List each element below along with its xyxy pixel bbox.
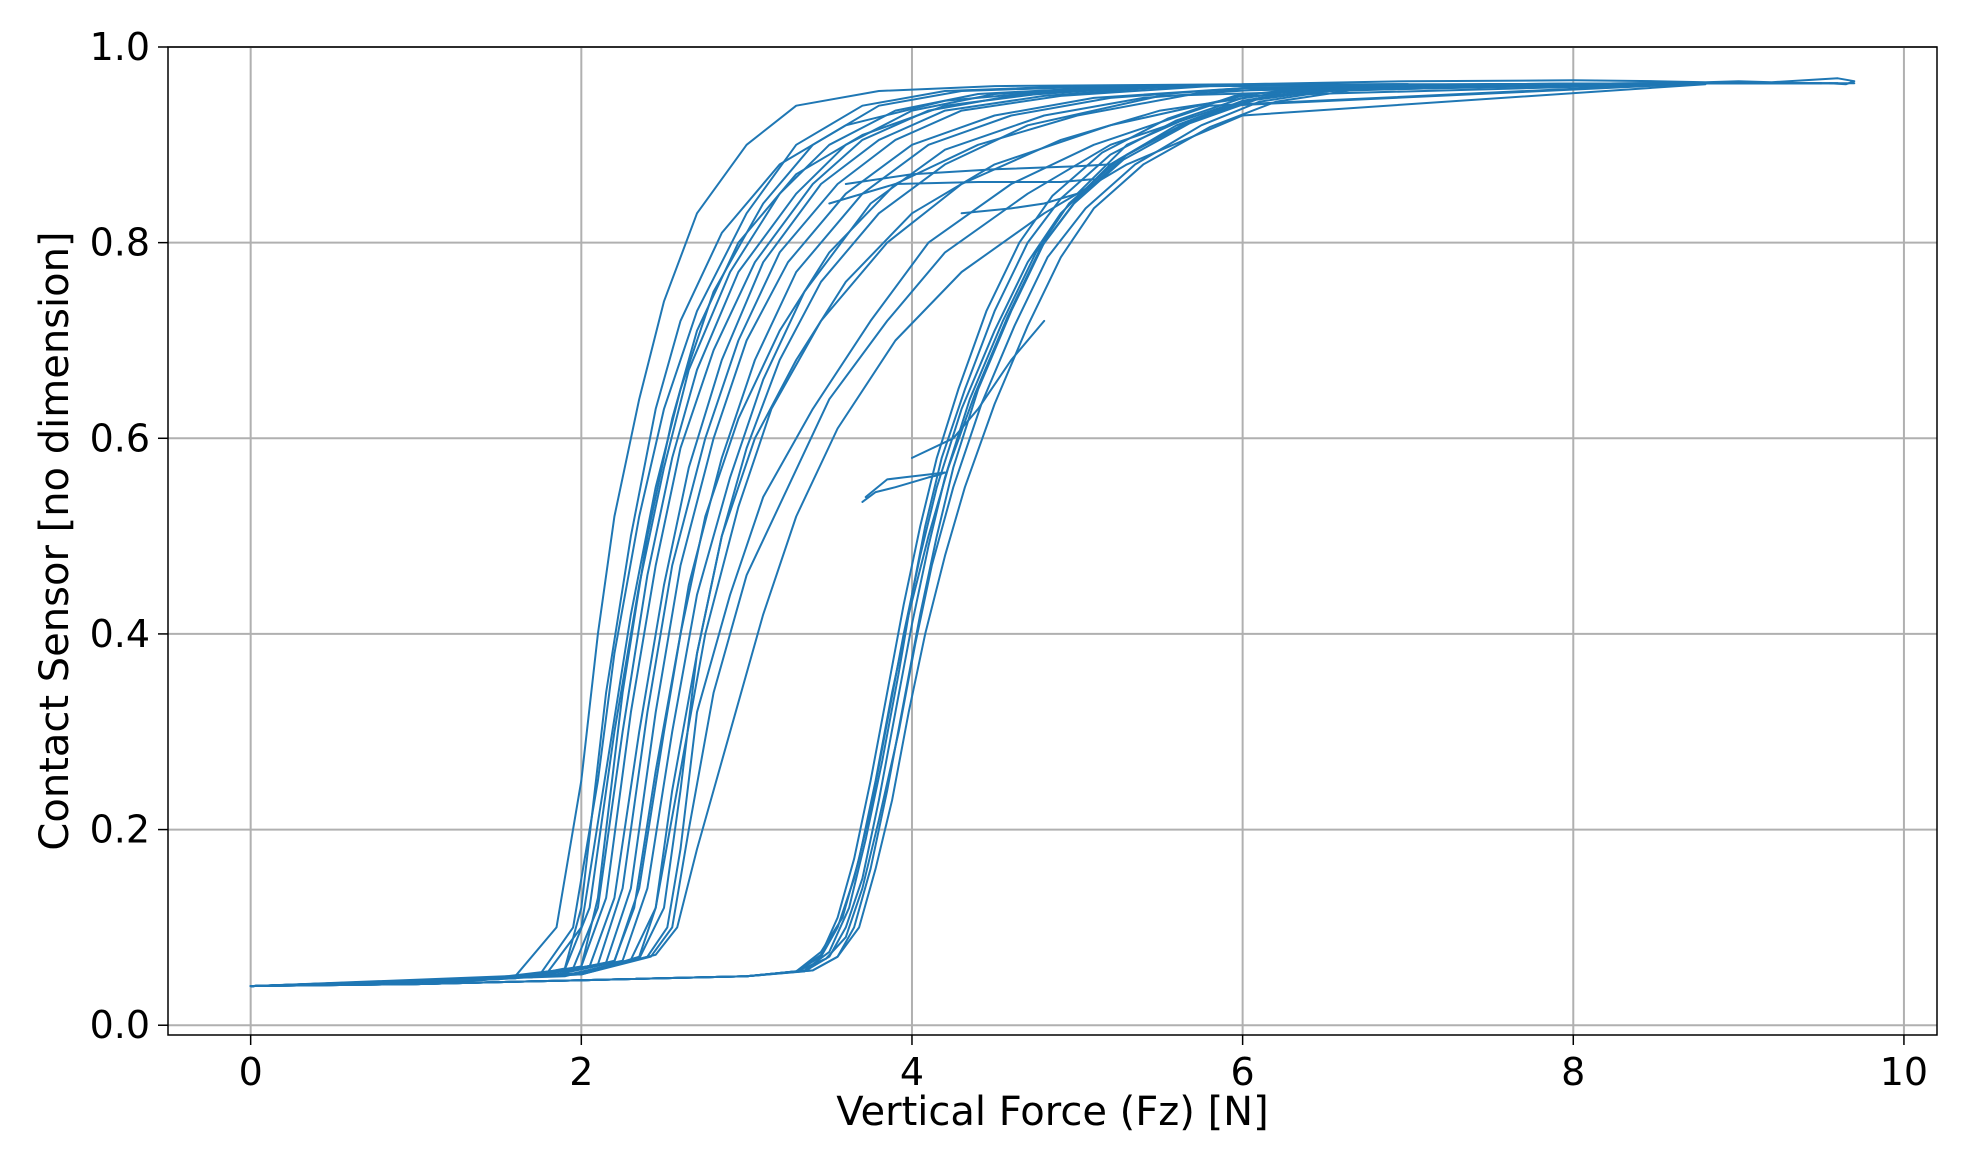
y-tick-label: 1.0 [90, 25, 150, 69]
x-tick-label: 2 [569, 1050, 593, 1094]
series-line [1241, 77, 1856, 86]
series-line [828, 178, 1095, 205]
series-line [249, 83, 1657, 988]
y-tick-label: 0.4 [90, 612, 150, 656]
x-tick-label: 8 [1561, 1050, 1585, 1094]
series-line [249, 83, 1674, 988]
series-group [249, 77, 1856, 988]
series-line [249, 83, 1707, 988]
series-line [249, 82, 1773, 988]
series-line [249, 82, 1856, 988]
x-tick-label: 6 [1231, 1050, 1255, 1094]
series-line [249, 83, 1575, 988]
series-line [960, 114, 1194, 215]
series-line [249, 83, 1409, 988]
series-line [249, 83, 1690, 988]
series-line [844, 163, 1112, 185]
series-line [249, 82, 1790, 988]
y-tick-label: 0.8 [90, 221, 150, 265]
ticks: 0 2 4 6 8 10 0.0 0.2 0.4 0.6 0.8 1.0 [90, 25, 1929, 1094]
series-line [249, 83, 1575, 988]
y-axis-title: Contact Sensor [no dimension] [32, 231, 78, 850]
series-line [249, 83, 1542, 988]
series-line [249, 82, 1806, 988]
series-line [249, 83, 1409, 988]
x-tick-label: 0 [239, 1050, 263, 1094]
series-line [861, 471, 946, 503]
series-line [249, 83, 1674, 988]
x-tick-label: 4 [900, 1050, 924, 1094]
series-line [249, 83, 1575, 988]
series-line [249, 83, 1575, 988]
series-line [249, 83, 1575, 988]
plot-frame [167, 46, 1938, 1036]
series-line [249, 83, 1657, 988]
series-line [249, 83, 1575, 988]
y-tick-label: 0.6 [90, 416, 150, 460]
series-line [249, 82, 1839, 988]
y-tick-label: 0.2 [90, 808, 150, 852]
y-tick-label: 0.0 [90, 1003, 150, 1047]
x-tick-label: 10 [1880, 1050, 1928, 1094]
x-axis-title: Vertical Force (Fz) [N] [836, 1089, 1268, 1135]
series-line [249, 82, 1839, 988]
series-line [249, 83, 1608, 988]
series-line [911, 319, 1046, 459]
